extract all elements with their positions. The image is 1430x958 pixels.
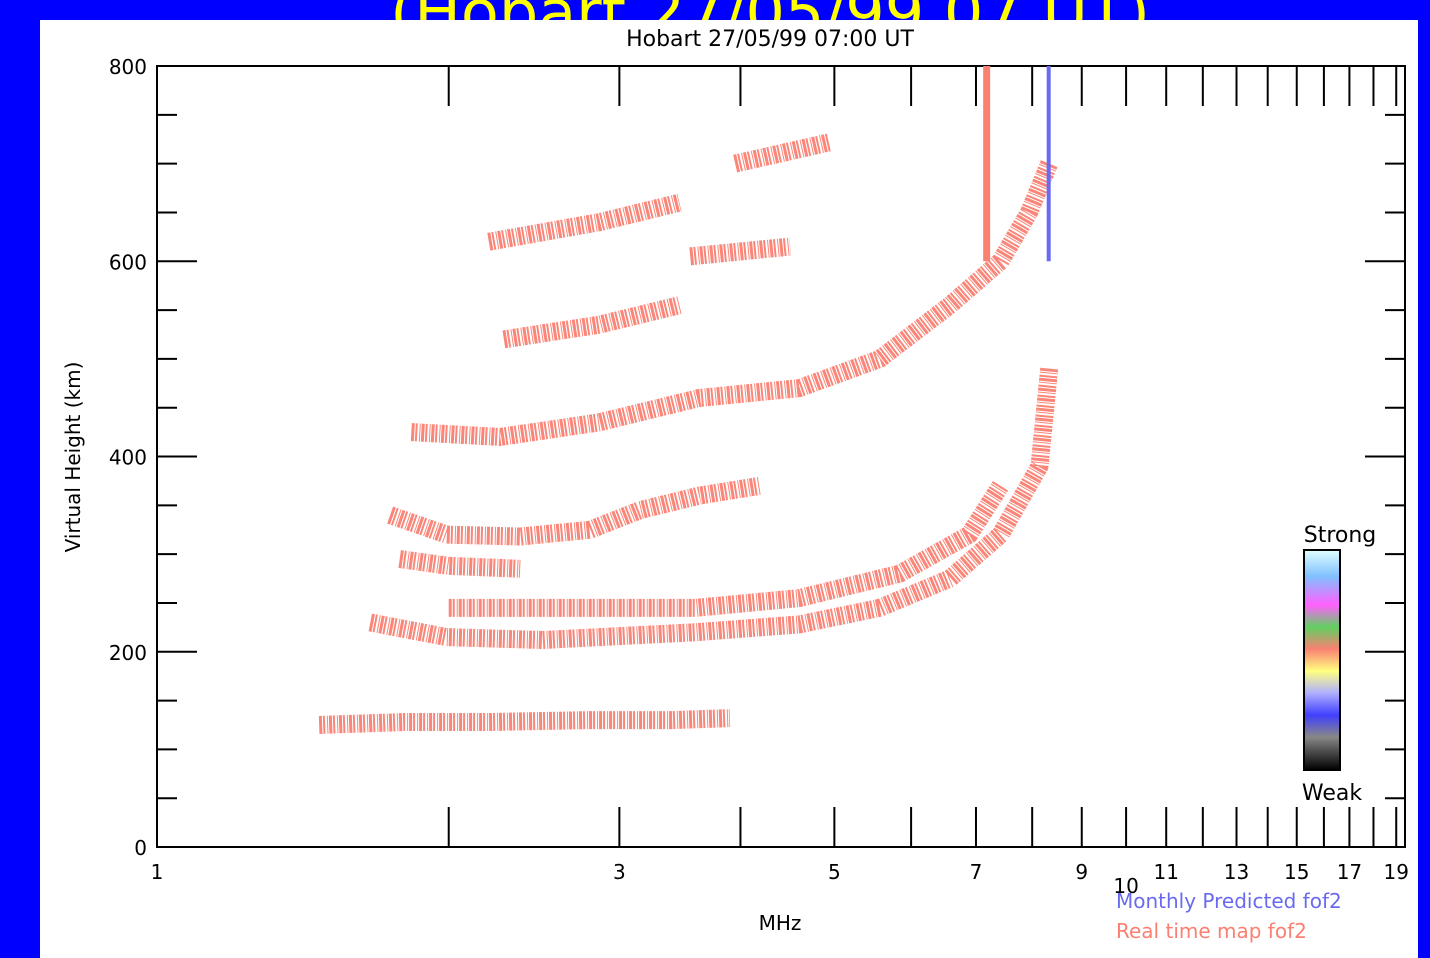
echo-trace: [689, 237, 791, 266]
x-tick-label: 10: [1113, 874, 1138, 898]
y-tick-label: 400: [109, 446, 147, 470]
y-tick-label: 200: [109, 641, 147, 665]
echo-trace: [318, 709, 731, 734]
x-tick-label: 19: [1384, 860, 1409, 884]
echo-trace: [387, 476, 762, 546]
chart-title: Hobart 27/05/99 07:00 UT: [626, 27, 914, 52]
y-tick-label: 800: [109, 55, 147, 79]
echo-trace: [410, 160, 1058, 446]
colorbar-bottom-label: Weak: [1302, 781, 1362, 806]
echo-trace: [487, 193, 682, 251]
x-tick-label: 13: [1224, 860, 1249, 884]
colorbar: [1303, 549, 1341, 771]
legend-entry: Real time map fof2: [1116, 919, 1307, 943]
x-tick-label: 15: [1284, 860, 1309, 884]
x-tick-label: 9: [1075, 860, 1088, 884]
x-tick-label: 7: [970, 860, 983, 884]
legend-entry: Monthly Predicted fof2: [1116, 889, 1342, 913]
x-tick-label: 17: [1337, 860, 1362, 884]
y-tick-label: 0: [134, 836, 147, 860]
y-axis-label: Virtual Height (km): [61, 362, 85, 553]
echo-trace: [502, 296, 682, 349]
colorbar-top-label: Strong: [1304, 523, 1377, 548]
echo-trace: [368, 367, 1059, 650]
echo-trace: [733, 133, 833, 173]
echo-trace: [448, 480, 1009, 617]
x-tick-label: 11: [1153, 860, 1178, 884]
x-tick-label: 1: [151, 860, 164, 884]
y-tick-label: 600: [109, 250, 147, 274]
x-axis-label: MHz: [759, 911, 802, 935]
x-tick-label: 5: [828, 860, 841, 884]
x-tick-label: 3: [613, 860, 626, 884]
